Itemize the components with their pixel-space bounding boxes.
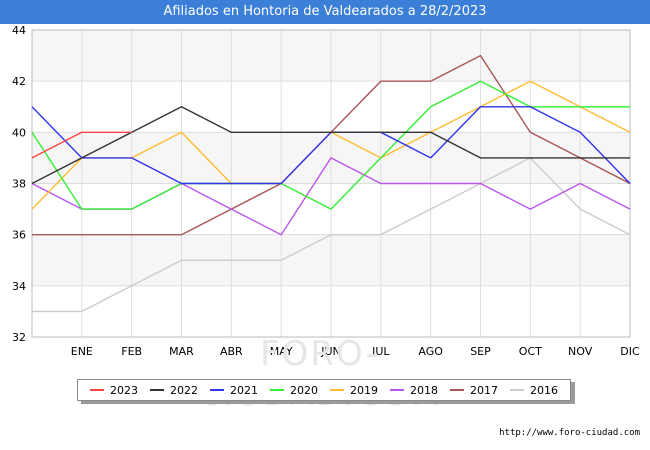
legend: 2023 2022 2021 2020 2019 2018 2017 2016 [77, 379, 571, 401]
x-tick-label: NOV [568, 345, 593, 358]
legend-swatch [510, 389, 524, 391]
legend-label: 2019 [350, 383, 378, 397]
source-url[interactable]: http://www.foro-ciudad.com [499, 428, 640, 438]
legend-item-2018: 2018 [390, 384, 438, 397]
x-tick-label: MAY [270, 345, 293, 358]
legend-swatch [210, 389, 224, 391]
x-tick-label: ABR [220, 345, 243, 358]
legend-swatch [330, 389, 344, 391]
x-tick-label: OCT [519, 345, 542, 358]
legend-item-2019: 2019 [330, 384, 378, 397]
legend-swatch [450, 389, 464, 391]
legend-label: 2023 [110, 383, 138, 397]
y-tick-label: 40 [12, 126, 26, 139]
legend-label: 2020 [290, 383, 318, 397]
y-tick-label: 38 [12, 178, 26, 191]
x-tick-label: ENE [71, 345, 93, 358]
legend-swatch [270, 389, 284, 391]
legend-label: 2021 [230, 383, 258, 397]
series-line-2023 [31, 131, 132, 159]
x-tick-label: DIC [620, 345, 640, 358]
x-tick-label: JUL [371, 345, 390, 358]
legend-label: 2022 [170, 383, 198, 397]
legend-item-2022: 2022 [150, 384, 198, 397]
x-tick-label: JUN [320, 345, 341, 358]
legend-item-2021: 2021 [210, 384, 258, 397]
legend-item-2023: 2023 [90, 384, 138, 397]
chart-title: Afiliados en Hontoria de Valdearados a 2… [0, 0, 650, 24]
x-tick-label: MAR [169, 345, 194, 358]
legend-item-2016: 2016 [510, 384, 558, 397]
x-tick-label: AGO [418, 345, 443, 358]
legend-label: 2017 [470, 383, 498, 397]
y-tick-label: 44 [12, 24, 26, 37]
y-tick-label: 42 [12, 75, 26, 88]
y-tick-label: 34 [12, 280, 26, 293]
y-tick-label: 32 [12, 331, 26, 344]
x-tick-label: FEB [121, 345, 142, 358]
legend-swatch [150, 389, 164, 391]
legend-label: 2018 [410, 383, 438, 397]
legend-swatch [90, 389, 104, 391]
legend-item-2017: 2017 [450, 384, 498, 397]
x-tick-label: SEP [470, 345, 491, 358]
legend-swatch [390, 389, 404, 391]
legend-item-2020: 2020 [270, 384, 318, 397]
line-chart: 32 34 36 38 40 42 44 ENE FEB MAR ABR MAY JUN JUL AGO SE… [12, 24, 640, 358]
y-tick-label: 36 [12, 229, 26, 242]
legend-label: 2016 [530, 383, 558, 397]
